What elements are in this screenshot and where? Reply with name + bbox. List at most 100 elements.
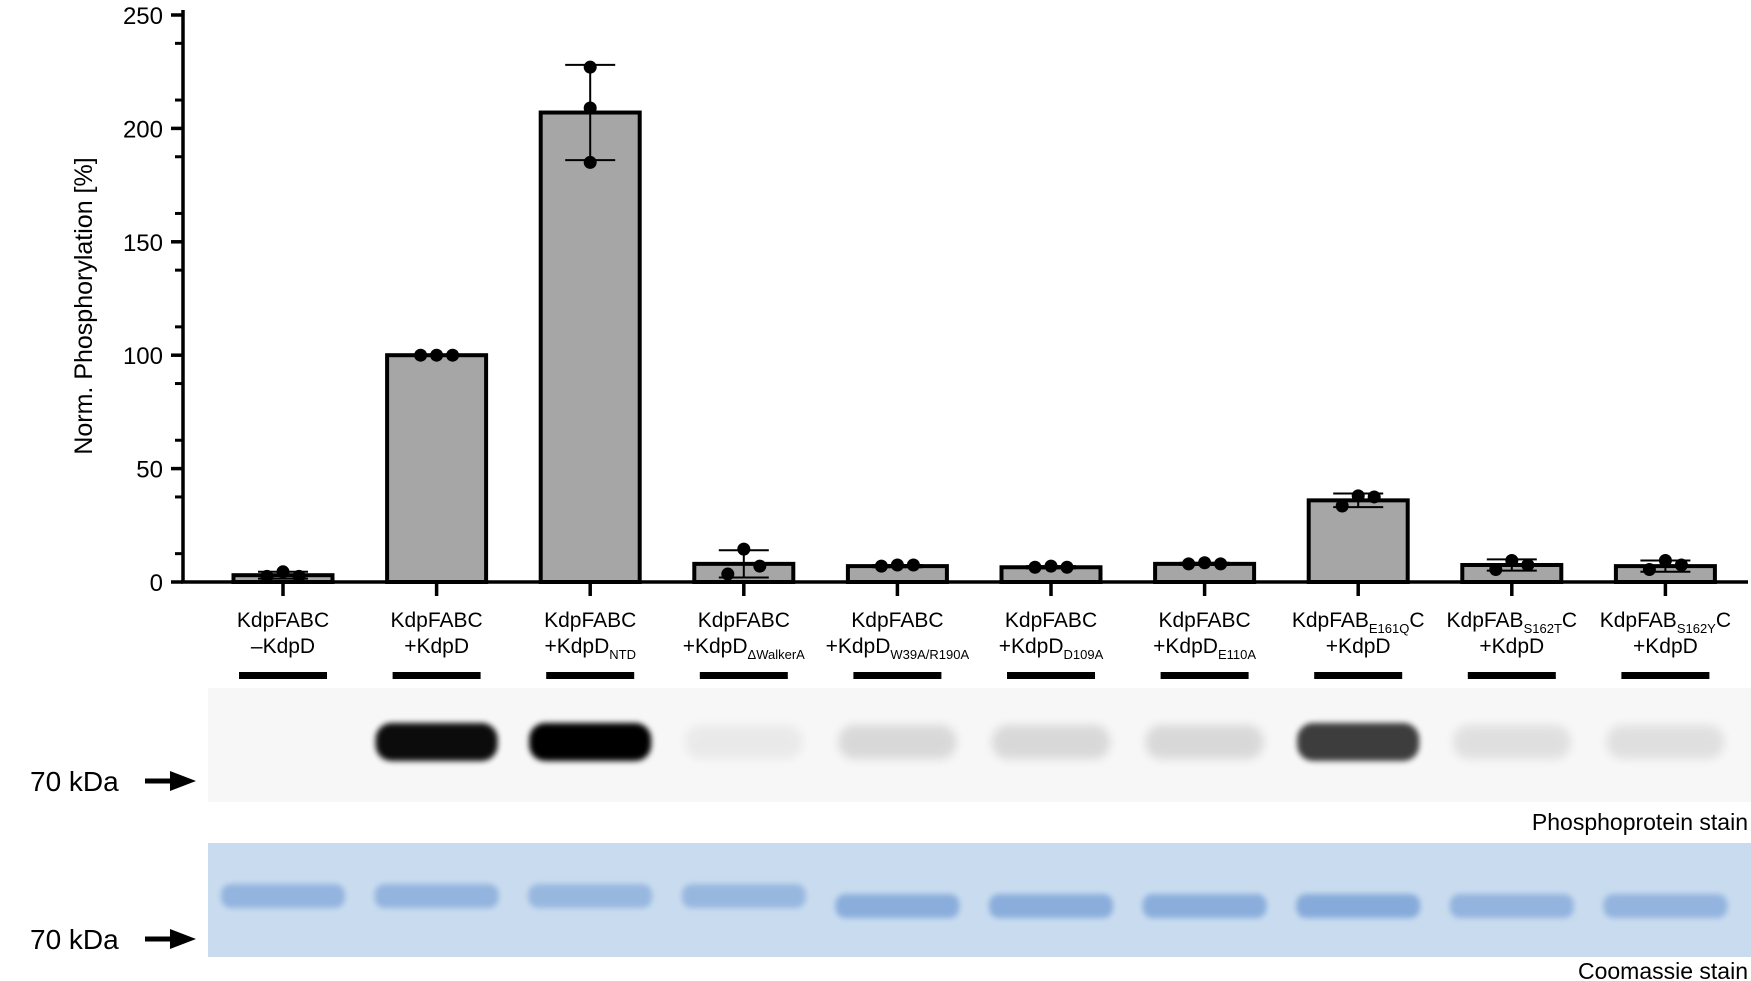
phospho-band	[992, 725, 1110, 759]
x-tick-label: +KdpDD109A	[999, 635, 1104, 662]
x-tick-label-text: +KdpD	[826, 635, 891, 658]
y-axis-label: Norm. Phosphorylation [%]	[70, 157, 98, 454]
x-tick-label-subscript: S162T	[1524, 621, 1562, 636]
x-tick-label: KdpFABC	[390, 609, 482, 632]
data-point	[1214, 557, 1228, 571]
phosphoprotein-stain-label: Phosphoprotein stain	[1532, 809, 1748, 835]
x-tick-label-text: KdpFABC	[851, 609, 943, 632]
bar	[538, 110, 642, 585]
coomassie-stain-label: Coomassie stain	[1578, 958, 1748, 981]
y-tick-label: 150	[123, 230, 163, 257]
y-tick-label: 0	[150, 570, 163, 597]
data-point	[1521, 558, 1535, 572]
x-tick-label: KdpFABE161QC	[1292, 609, 1425, 636]
lane-marker	[392, 672, 481, 679]
phospho-band	[1297, 723, 1420, 761]
lane-marker	[1314, 672, 1403, 679]
x-tick-label-text: C	[1409, 609, 1424, 632]
y-axis-ticks: 0 50 100 150 200 250	[123, 3, 183, 597]
y-tick-label: 200	[123, 116, 163, 143]
data-point	[890, 558, 904, 572]
coomassie-band	[374, 884, 499, 908]
x-tick-label: +KdpDNTD	[544, 635, 636, 662]
x-tick-label: KdpFABC	[1005, 609, 1097, 632]
data-point	[1367, 490, 1381, 504]
x-tick-label-text: KdpFABC	[390, 609, 482, 632]
lane-marker	[1621, 672, 1710, 679]
data-point	[446, 348, 460, 362]
data-points	[260, 60, 1688, 583]
x-tick-label-text: +KdpD	[404, 635, 469, 658]
lane-marker	[1007, 672, 1095, 679]
data-point	[1489, 563, 1503, 577]
lane-marker	[239, 672, 327, 679]
data-point	[1505, 553, 1519, 567]
x-tick-label: KdpFABS162YC	[1600, 609, 1731, 636]
coomassie-band	[989, 894, 1113, 918]
x-tick-label-text: +KdpD	[1326, 635, 1391, 658]
x-tick-label: KdpFABC	[851, 609, 943, 632]
data-point	[906, 558, 920, 572]
data-point	[292, 569, 306, 583]
phospho-band	[1452, 725, 1571, 759]
x-tick-label: KdpFABS162TC	[1447, 609, 1578, 636]
x-tick-label-text: C	[1562, 609, 1577, 632]
x-tick-label: –KdpD	[251, 635, 315, 658]
x-tick-label-text: KdpFAB	[1447, 609, 1524, 632]
x-tick-label-text: KdpFABC	[237, 609, 329, 632]
arrow-head-icon	[170, 771, 196, 791]
phospho-band	[838, 725, 957, 759]
x-tick-label-subscript: S162Y	[1677, 621, 1716, 636]
phospho-band	[529, 723, 652, 761]
data-point	[1351, 489, 1365, 503]
data-point	[1028, 560, 1042, 574]
y-tick-label: 100	[123, 343, 163, 370]
data-point	[721, 567, 735, 581]
x-tick-label-text: +KdpD	[1479, 635, 1544, 658]
x-tick-label-subscript: D109A	[1064, 647, 1104, 662]
x-tick-label: KdpFABC	[1158, 609, 1250, 632]
x-tick-label: KdpFABC	[698, 609, 790, 632]
x-tick-label-text: +KdpD	[683, 635, 748, 658]
x-tick-label: +KdpD	[404, 635, 469, 658]
coomassie-band	[1449, 894, 1574, 918]
coomassie-band	[221, 884, 345, 908]
lane-marker	[1160, 672, 1249, 679]
data-point	[1198, 556, 1212, 570]
bar	[385, 353, 489, 585]
x-tick-label-text: +KdpD	[999, 635, 1064, 658]
x-tick-label: KdpFABC	[237, 609, 329, 632]
data-point	[874, 559, 888, 573]
x-tick-label-subscript: E161Q	[1369, 621, 1409, 636]
phospho-band	[684, 725, 803, 759]
x-tick-label-text: C	[1716, 609, 1731, 632]
lane-markers	[239, 672, 1710, 679]
x-tick-label: +KdpD	[1633, 635, 1698, 658]
data-point	[1658, 553, 1672, 567]
coomassie-bands	[221, 884, 1728, 918]
data-point	[1044, 559, 1058, 573]
x-tick-label-text: KdpFABC	[544, 609, 636, 632]
bar-chart: Norm. Phosphorylation [%] 0 50 100 150 200 25…	[70, 3, 1748, 662]
marker-label: 70 kDa	[30, 766, 119, 797]
x-tick-label-text: KdpFABC	[1158, 609, 1250, 632]
lane-marker	[853, 672, 942, 679]
coomassie-band	[1296, 894, 1421, 918]
data-point	[1335, 499, 1349, 513]
phospho-band	[1145, 725, 1264, 759]
y-tick-label: 50	[136, 457, 163, 484]
data-point	[414, 348, 428, 362]
marker-70kda-phospho: 70 kDa	[30, 766, 196, 797]
data-point	[583, 155, 597, 169]
x-tick-label-subscript: W39A/R190A	[890, 647, 969, 662]
coomassie-band	[1603, 894, 1728, 918]
coomassie-band	[835, 894, 960, 918]
x-tick-label-text: –KdpD	[251, 635, 315, 658]
lane-marker	[546, 672, 635, 679]
marker-label: 70 kDa	[30, 924, 119, 955]
x-tick-label-text: +KdpD	[544, 635, 609, 658]
coomassie-band	[528, 884, 653, 908]
x-tick-label: +KdpD	[1479, 635, 1544, 658]
x-tick-label-text: KdpFAB	[1292, 609, 1369, 632]
